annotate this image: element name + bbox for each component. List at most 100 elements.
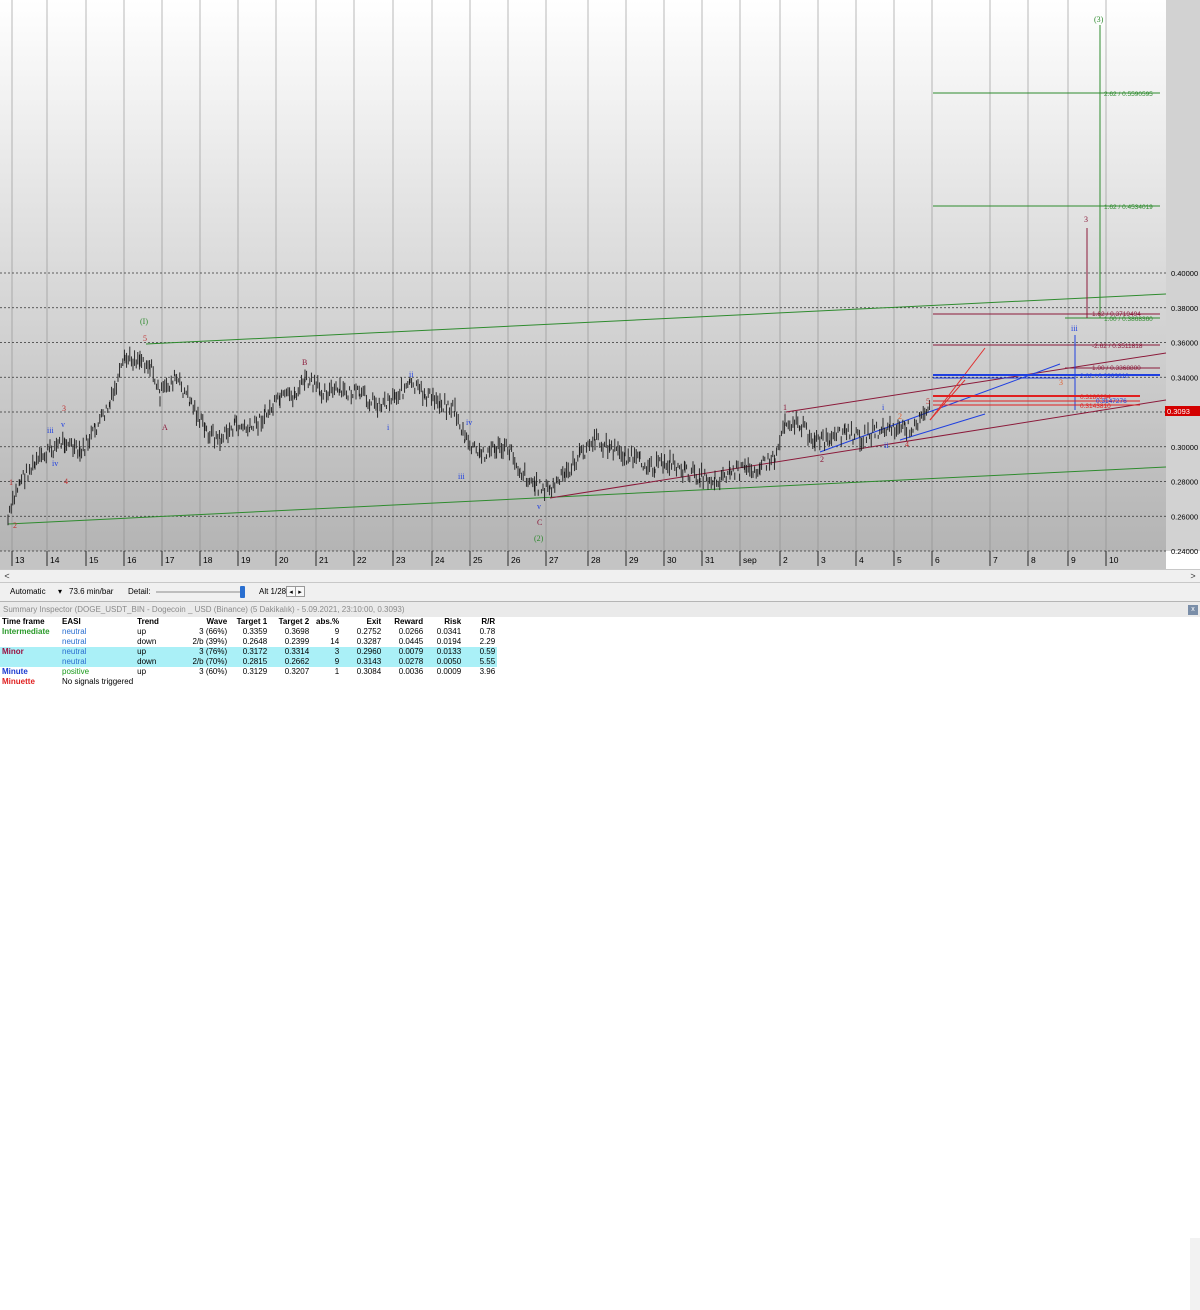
cell-t2: 0.2662 xyxy=(269,657,312,667)
date-tick-label: sep xyxy=(743,555,757,565)
date-tick-label: 22 xyxy=(357,555,367,565)
table-row[interactable]: Intermediate neutral up 3 (66%) 0.3359 0.3698… xyxy=(0,627,497,637)
table-header-row: Time frame EASI Trend Wave Target 1 Targ… xyxy=(0,617,497,627)
table-row[interactable]: Minor neutral up 3 (76%) 0.3172 0.3314 3 0.2960… xyxy=(0,647,498,657)
price-axis-panel xyxy=(1166,0,1200,551)
fib-label-green-162: 1.62 / 0.4534019 xyxy=(1104,204,1153,211)
cell-abs: 1 xyxy=(334,667,340,676)
wave-label: i xyxy=(387,423,390,432)
wave-label: i xyxy=(882,403,885,412)
cell-wave: 2/b (39%) xyxy=(192,637,228,646)
date-tick-label: 21 xyxy=(319,555,329,565)
price-tick-label: 0.36000 xyxy=(1171,339,1198,348)
horizontal-scrollbar[interactable]: < > xyxy=(0,569,1200,583)
date-tick-label: 15 xyxy=(89,555,99,565)
cell-abs xyxy=(311,677,341,687)
cell-exit: 0.3084 xyxy=(356,667,382,676)
chart-toolbar: Automatic ▾ 73.6 min/bar Detail: Alt 1/2… xyxy=(0,583,1200,601)
cell-easi: positive xyxy=(62,667,90,676)
column-header: Reward xyxy=(394,617,424,626)
red-projection-line xyxy=(929,347,986,421)
cell-easi: neutral xyxy=(62,627,87,636)
date-tick-label: 2 xyxy=(783,555,788,565)
cell-reward: 0.0445 xyxy=(398,637,424,646)
cell-easi: neutral xyxy=(60,647,136,657)
price-tick-label: 0.26000 xyxy=(1171,512,1198,521)
mode-select[interactable]: Automatic xyxy=(10,587,46,596)
date-tick-label: 30 xyxy=(667,555,677,565)
table-row[interactable]: Minute positive up 3 (60%) 0.3129 0.3207 1 0.30… xyxy=(0,667,497,677)
fib-label-green-262: 2.62 / 0.5590595 xyxy=(1104,91,1153,98)
scroll-left-button[interactable]: < xyxy=(4,571,10,581)
price-chart[interactable]: 2.62 / 0.5590595 1.62 / 0.4534019 1.00 /… xyxy=(0,0,1200,569)
wave-label: iii xyxy=(458,472,465,481)
fib-label-red-3: 0.3143810 xyxy=(1080,403,1111,410)
maroon-channel-upper xyxy=(785,352,1167,413)
date-tick-label: 26 xyxy=(511,555,521,565)
vertical-gridlines xyxy=(11,0,1107,551)
scroll-right-button[interactable]: > xyxy=(1190,571,1196,581)
svg-text:0.3093: 0.3093 xyxy=(1167,407,1190,416)
cell-reward: 0.0079 xyxy=(383,647,426,657)
wave-label: iii xyxy=(1071,324,1078,333)
date-tick-label: 17 xyxy=(165,555,175,565)
wave-label: 3 xyxy=(62,404,66,413)
cell-rr: 3.96 xyxy=(479,667,496,676)
wave-label: v xyxy=(61,420,65,429)
wave-label: 5 xyxy=(926,397,930,406)
wave-label: (2) xyxy=(534,534,544,543)
cell-t1: 0.2648 xyxy=(242,637,268,646)
price-candles xyxy=(7,346,931,526)
date-tick-label: 6 xyxy=(935,555,940,565)
wave-label: 1 xyxy=(783,403,787,412)
cell-wave: 3 (76%) xyxy=(185,647,230,657)
wave-label: C xyxy=(537,518,542,527)
bar-rate-label: 73.6 min/bar xyxy=(69,587,114,596)
cell-t2: 0.3314 xyxy=(269,647,312,657)
cell-t1: 0.3172 xyxy=(229,647,270,657)
cell-trend: down xyxy=(135,657,186,667)
cell-risk: 0.0050 xyxy=(425,657,464,667)
summary-inspector-title: Summary Inspector (DOGE_USDT_BIN - Dogec… xyxy=(3,605,405,614)
cell-trend: down xyxy=(137,637,157,646)
date-tick-label: 9 xyxy=(1071,555,1076,565)
chevron-down-icon[interactable]: ▾ xyxy=(58,587,63,596)
price-tick-label: 0.38000 xyxy=(1171,304,1198,313)
detail-slider-track[interactable] xyxy=(156,591,244,593)
date-tick-label: 23 xyxy=(396,555,406,565)
cell-easi: neutral xyxy=(62,637,87,646)
close-icon[interactable]: x xyxy=(1188,605,1198,615)
date-tick-label: 28 xyxy=(591,555,601,565)
column-header: abs.% xyxy=(316,617,340,626)
wave-label: iv xyxy=(52,459,58,468)
wave-label: 2 xyxy=(13,521,17,530)
cell-wave: 3 (66%) xyxy=(199,627,228,636)
column-header: Time frame xyxy=(2,617,45,626)
cell-abs: 3 xyxy=(311,647,342,657)
wave-label: B xyxy=(302,358,307,367)
wave-label: 2 xyxy=(898,412,902,421)
detail-slider-thumb[interactable] xyxy=(240,586,245,598)
table-row[interactable]: Minuette No signals triggered xyxy=(0,677,497,687)
column-header: Risk xyxy=(444,617,462,626)
wave-label: ii xyxy=(409,370,414,379)
cell-rr: 0.59 xyxy=(463,647,498,657)
date-tick-label: 19 xyxy=(241,555,251,565)
vertical-scrollbar[interactable] xyxy=(1190,1238,1200,1310)
cell-reward: 0.0036 xyxy=(398,667,424,676)
cell-t1: 0.3359 xyxy=(242,627,268,636)
cell-exit xyxy=(341,677,383,687)
green-channel-lower xyxy=(7,466,1167,525)
cell-abs: 14 xyxy=(330,637,340,646)
column-header: Target 2 xyxy=(278,617,310,626)
wave-label: 4 xyxy=(64,477,68,486)
date-tick-label: 3 xyxy=(821,555,826,565)
date-axis-panel xyxy=(0,551,1166,569)
price-tick-label: 0.24000 xyxy=(1171,547,1198,556)
price-tick-label: 0.30000 xyxy=(1171,443,1198,452)
table-row[interactable]: neutral down 2/b (39%) 0.2648 0.2399 14 0.3287… xyxy=(0,637,497,647)
table-row[interactable]: neutral down 2/b (70%) 0.2815 0.2662 9 0.3143 0… xyxy=(0,657,498,667)
fib-label-maroon-162: 1.62 / 0.3719494 xyxy=(1092,311,1141,318)
cell-t2: 0.2399 xyxy=(284,637,310,646)
next-alternative-button[interactable]: ▸ xyxy=(295,586,305,597)
